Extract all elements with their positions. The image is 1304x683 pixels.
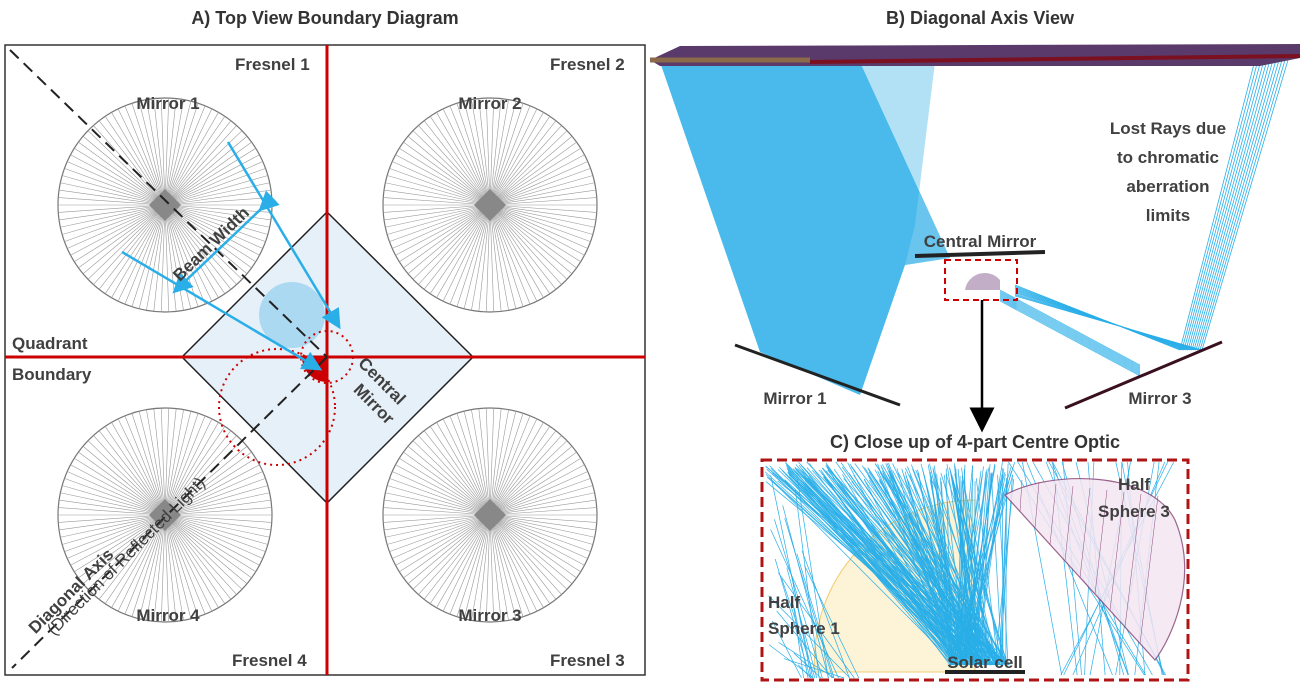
lost-ray xyxy=(1182,60,1258,350)
label: Fresnel 2 xyxy=(550,55,625,74)
label: limits xyxy=(1146,206,1190,225)
label: Fresnel 3 xyxy=(550,651,625,670)
title: A) Top View Boundary Diagram xyxy=(191,8,458,28)
panel-c: C) Close up of 4-part Centre Optic Half … xyxy=(762,432,1188,680)
lost-ray xyxy=(1194,60,1276,350)
lost-ray xyxy=(1200,60,1285,350)
lost-ray xyxy=(1202,60,1288,350)
figure: A) Top View Boundary Diagram Fresnel 1 F… xyxy=(0,0,1304,683)
lost-ray xyxy=(1198,60,1282,350)
label: Mirror 3 xyxy=(1128,389,1191,408)
ray xyxy=(995,479,1014,665)
lost-ray xyxy=(1192,60,1273,350)
label: Mirror 1 xyxy=(763,389,826,408)
panel-b: B) Diagonal Axis View Lost Rays due to c… xyxy=(650,8,1300,420)
lost-ray xyxy=(1180,60,1255,350)
label: Half xyxy=(1118,475,1150,494)
label: to chromatic xyxy=(1117,148,1219,167)
lost-ray xyxy=(1196,60,1279,350)
lost-ray xyxy=(1190,60,1270,350)
lost-ray xyxy=(1000,293,1140,368)
label: Fresnel 4 xyxy=(232,651,307,670)
lost-ray xyxy=(1000,292,1140,367)
label: Mirror 2 xyxy=(458,94,521,113)
label: Fresnel 1 xyxy=(235,55,310,74)
label: Half xyxy=(768,593,800,612)
lost-rays xyxy=(1000,60,1288,376)
label: Mirror 3 xyxy=(458,606,521,625)
label: Solar cell xyxy=(947,653,1023,672)
title: C) Close up of 4-part Centre Optic xyxy=(830,432,1120,452)
lost-ray xyxy=(1000,290,1140,365)
label: Mirror 4 xyxy=(136,606,200,625)
optic xyxy=(965,273,1000,290)
label: Boundary xyxy=(12,365,92,384)
label: Quadrant xyxy=(12,334,88,353)
lost-ray xyxy=(1000,294,1140,369)
page: A) Top View Boundary Diagram Fresnel 1 F… xyxy=(0,0,1304,683)
label: Mirror 1 xyxy=(136,94,199,113)
title: B) Diagonal Axis View xyxy=(886,8,1075,28)
lost-ray xyxy=(1184,60,1261,350)
label: Sphere 1 xyxy=(768,619,840,638)
lost-ray xyxy=(1186,60,1264,350)
label: aberration xyxy=(1126,177,1209,196)
label: Lost Rays due xyxy=(1110,119,1226,138)
lost-ray xyxy=(1188,60,1267,350)
label: Central Mirror xyxy=(924,232,1037,251)
lost-ray xyxy=(1000,295,1140,370)
lost-ray xyxy=(1000,291,1140,366)
panel-a: A) Top View Boundary Diagram Fresnel 1 F… xyxy=(5,8,645,675)
label: Sphere 3 xyxy=(1098,502,1170,521)
lost-ray xyxy=(1000,301,1140,376)
top-plate xyxy=(650,44,1300,66)
